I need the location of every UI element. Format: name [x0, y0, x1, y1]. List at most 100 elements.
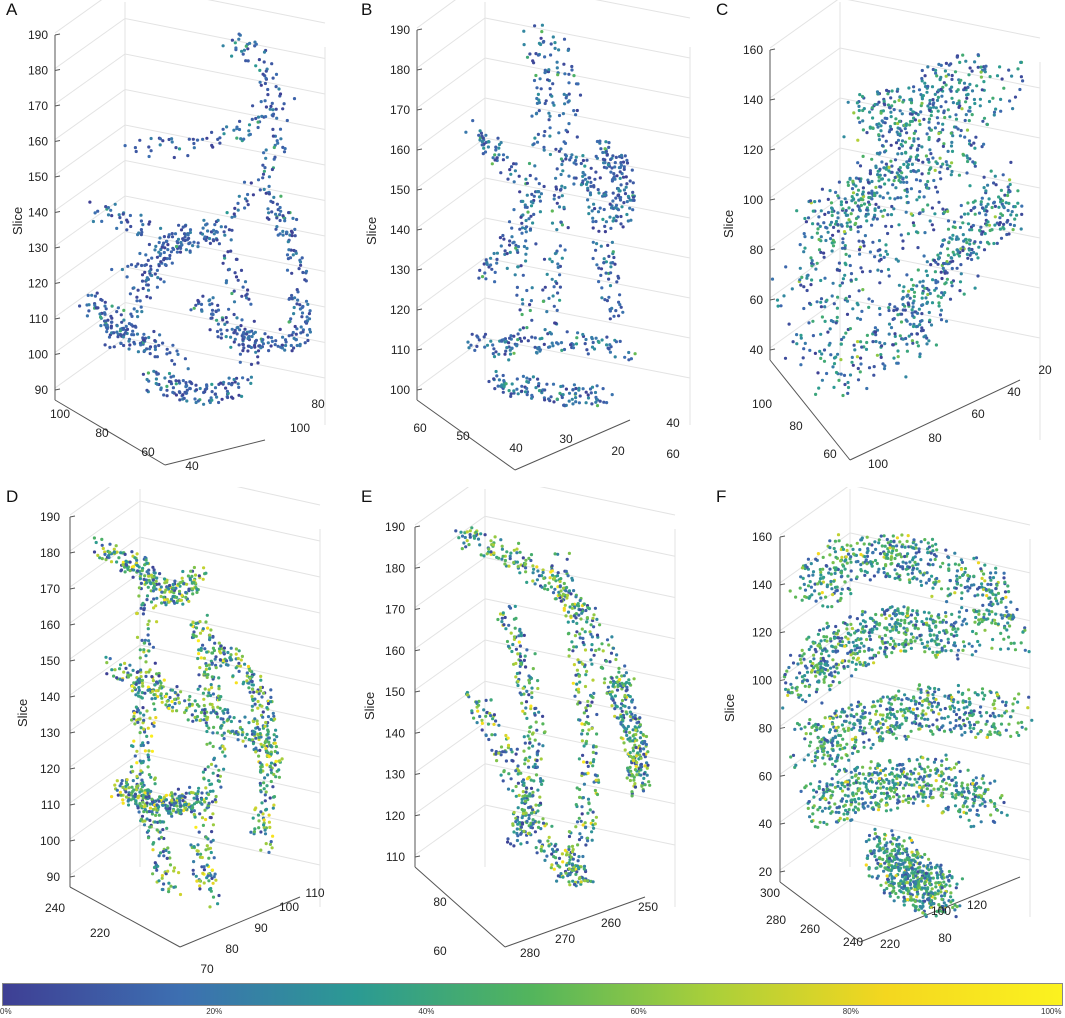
panel-c-point: [849, 278, 853, 282]
panel-c-point: [1020, 212, 1024, 216]
panel-b-point: [512, 180, 516, 184]
panel-a-point: [307, 317, 312, 321]
panel-a-point: [203, 390, 207, 394]
panel-c-z-tick-label: 160: [743, 43, 763, 57]
panel-c-point: [979, 200, 983, 204]
panel-c-point: [870, 299, 874, 303]
panel-a-point: [251, 104, 255, 108]
panel-a-point: [138, 299, 142, 303]
panel-b-point: [591, 220, 595, 224]
panel-c-point: [997, 195, 1001, 199]
panel-b-grid-line: [484, 217, 691, 259]
panel-b-point: [475, 344, 479, 348]
panel-c-point: [809, 256, 813, 260]
panel-d-point: [124, 787, 128, 791]
panel-c-point: [819, 235, 823, 239]
panel-d-point: [268, 764, 272, 768]
panel-d-point: [127, 786, 131, 790]
panel-c-point: [841, 207, 845, 211]
panel-c-point: [948, 115, 952, 119]
panel-b-point: [611, 250, 615, 254]
panel-c-point: [879, 111, 883, 115]
panel-a-point: [289, 229, 294, 233]
panel-c-point: [978, 97, 982, 101]
panel-c-point: [949, 89, 953, 93]
panel-c-point: [817, 386, 821, 390]
panel-b-point: [588, 387, 593, 391]
panel-e-point: [460, 534, 465, 538]
panel-c-point: [819, 297, 824, 301]
panel-b-point: [571, 388, 575, 392]
panel-d-point: [128, 663, 132, 667]
panel-c-point: [982, 186, 986, 190]
panel-b-point: [574, 396, 578, 400]
panel-d-point: [101, 546, 105, 551]
panel-c-point: [878, 253, 882, 257]
panel-d-point: [254, 736, 258, 740]
panel-a-z-tick: [54, 69, 61, 71]
panel-c-point: [979, 75, 983, 79]
panel-d-point: [256, 706, 260, 710]
panel-d-point: [262, 781, 266, 785]
panel-c-point: [920, 101, 924, 105]
panel-a-point: [191, 244, 195, 248]
panel-b-point: [548, 257, 552, 261]
panel-b-point: [502, 385, 506, 389]
panel-a-point: [290, 293, 294, 298]
panel-b-point: [540, 23, 544, 27]
panel-e-point: [581, 636, 585, 640]
panel-b-point: [484, 258, 488, 262]
panel-c-point: [878, 306, 882, 311]
panel-b-point: [491, 343, 495, 347]
panel-e-point: [591, 764, 595, 768]
panel-d-point: [184, 595, 188, 599]
panel-d-point: [138, 656, 142, 660]
panel-c-point: [819, 305, 823, 309]
panel-c-point: [883, 150, 887, 154]
panel-c-point: [846, 385, 851, 390]
panel-d-point: [112, 674, 116, 678]
panel-c-point: [882, 99, 886, 103]
panel-c-point: [798, 243, 802, 247]
panel-b-point: [614, 203, 619, 207]
panel-c-point: [877, 175, 881, 179]
panel-d-point: [157, 671, 161, 676]
panel-d-point: [194, 634, 198, 638]
panel-a-point: [159, 387, 163, 392]
panel-e-point: [589, 623, 593, 627]
panel-c-point: [966, 85, 970, 89]
panel-c-point: [861, 128, 865, 132]
panel-e-point: [489, 552, 493, 556]
panel-c-point: [823, 305, 827, 309]
panel-a-point: [240, 318, 244, 322]
panel-d-point: [153, 683, 157, 687]
panel-a-point: [220, 332, 224, 336]
panel-b-point: [557, 195, 561, 199]
panel-e-point: [485, 552, 489, 556]
panel-c-point: [858, 164, 863, 168]
panel-a-point: [287, 297, 291, 301]
panel-e-point: [479, 532, 483, 536]
panel-e-point: [597, 647, 601, 651]
panel-b-point: [543, 101, 547, 106]
panel-a-point: [261, 163, 265, 167]
panel-a-point: [204, 223, 208, 227]
panel-e-point: [525, 580, 529, 584]
panel-c-point: [958, 225, 962, 230]
panel-c-point: [979, 225, 983, 229]
panel-d-point: [176, 599, 180, 603]
panel-b-point: [533, 24, 537, 28]
panel-a-point: [288, 256, 293, 260]
panel-e-grid-line: [414, 487, 470, 526]
panel-a-point: [95, 291, 99, 295]
panel-b-point: [616, 187, 620, 191]
panel-d-point: [203, 647, 207, 651]
panel-b-point: [594, 395, 598, 399]
panel-d-point: [212, 756, 216, 760]
panel-d-point: [158, 588, 162, 592]
panel-d-point: [138, 759, 142, 763]
panel-b-point: [506, 177, 510, 181]
panel-c-point: [933, 270, 937, 274]
panel-b-x-tick-label: 50: [456, 429, 470, 443]
panel-b-point: [613, 177, 617, 181]
